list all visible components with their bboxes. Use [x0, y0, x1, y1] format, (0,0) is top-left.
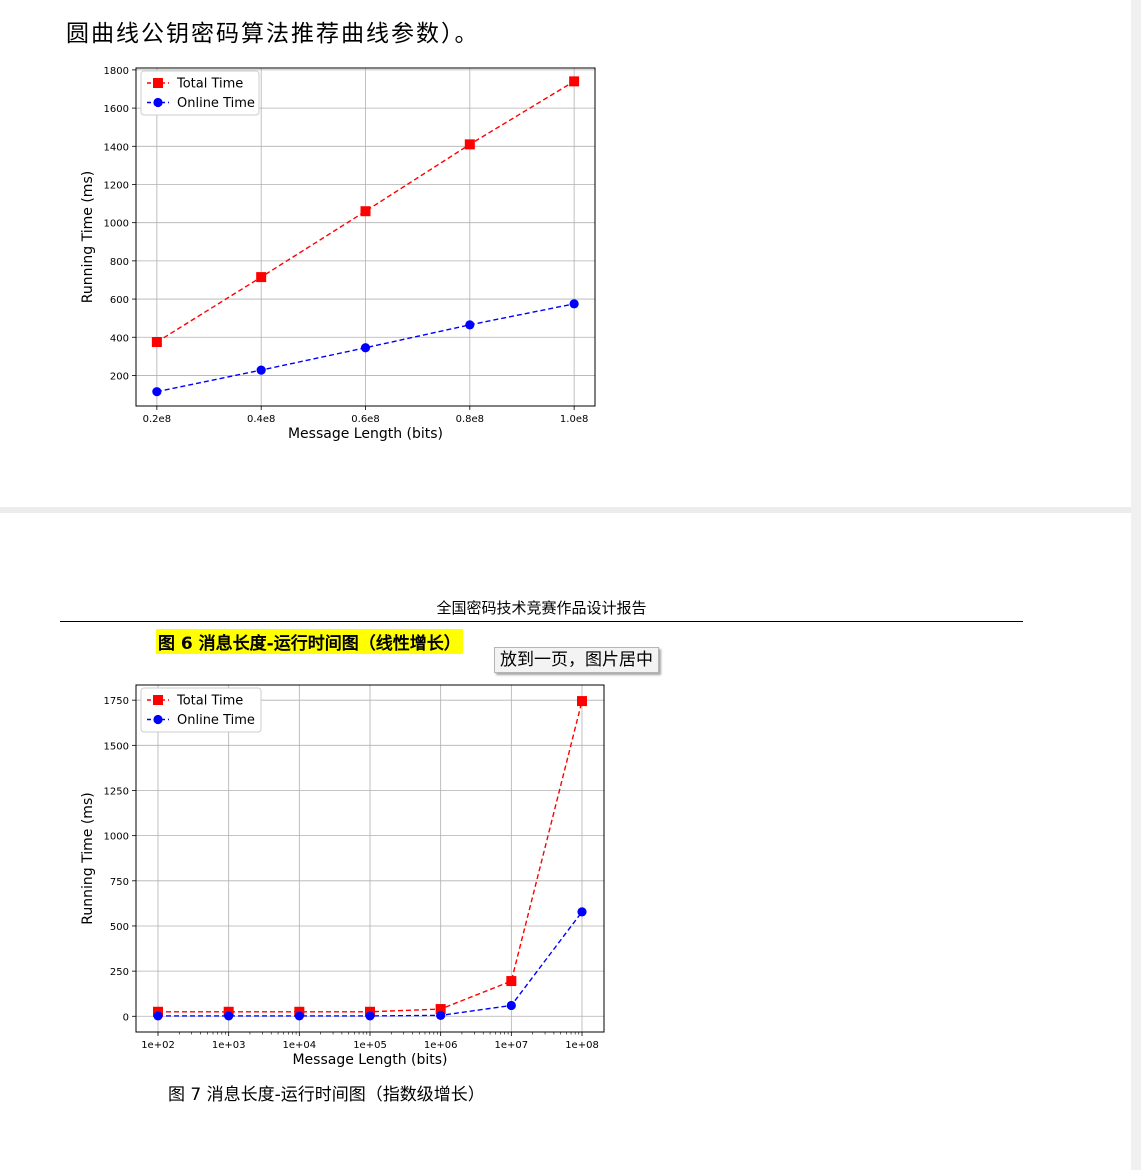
legend-marker [153, 695, 163, 705]
marker-total-time [435, 1004, 446, 1015]
y-tick-label: 1600 [104, 104, 129, 115]
x-tick-label: 1e+07 [495, 1040, 529, 1051]
page-break [0, 507, 1131, 513]
y-tick-label: 250 [110, 967, 129, 978]
x-tick-label: 0.2e8 [143, 414, 171, 425]
y-tick-label: 1500 [104, 741, 129, 752]
y-axis-label: Running Time (ms) [80, 171, 96, 303]
marker-total-time [506, 976, 517, 987]
x-axis-label: Message Length (bits) [292, 1052, 447, 1068]
marker-online-time [224, 1011, 234, 1021]
x-axis-label: Message Length (bits) [288, 426, 443, 442]
page1-text-line: 圆曲线公钥密码算法推荐曲线参数）。 [66, 21, 480, 47]
x-tick-label: 1e+05 [353, 1040, 387, 1051]
legend-label: Total Time [176, 694, 243, 709]
marker-total-time [569, 76, 580, 87]
marker-online-time [256, 365, 266, 375]
y-tick-label: 500 [110, 922, 129, 933]
x-tick-label: 0.8e8 [456, 414, 484, 425]
marker-online-time [365, 1011, 375, 1021]
y-tick-label: 1400 [104, 142, 129, 153]
x-tick-label: 1e+08 [565, 1040, 599, 1051]
marker-online-time [436, 1010, 446, 1020]
legend-label: Total Time [176, 77, 243, 92]
legend-marker [153, 97, 163, 108]
scrollbar[interactable] [1131, 0, 1141, 1170]
marker-online-time [152, 387, 162, 397]
y-tick-label: 800 [110, 257, 129, 268]
header-rule [60, 621, 1023, 622]
marker-total-time [577, 696, 587, 707]
x-tick-label: 0.4e8 [247, 414, 275, 425]
marker-total-time [464, 139, 475, 150]
x-tick-label: 1e+06 [424, 1040, 458, 1051]
marker-online-time [506, 1000, 516, 1011]
marker-online-time [569, 299, 579, 309]
y-axis-label: Running Time (ms) [80, 792, 96, 924]
y-tick-label: 1200 [104, 180, 129, 191]
figure6-caption[interactable]: 图 6 消息长度-运行时间图（线性增长） [156, 629, 463, 654]
marker-online-time [360, 343, 371, 353]
legend-marker [153, 78, 163, 88]
y-tick-label: 1750 [104, 696, 129, 707]
comment-tooltip: 放到一页，图片居中 [494, 647, 659, 673]
marker-online-time [577, 907, 587, 917]
marker-total-time [151, 337, 162, 348]
legend-label: Online Time [177, 713, 255, 728]
x-tick-label: 1e+03 [212, 1040, 246, 1051]
y-tick-label: 1250 [104, 786, 129, 797]
page-header: 全国密码技术竞赛作品设计报告 [436, 599, 647, 617]
y-tick-label: 200 [110, 371, 129, 382]
marker-online-time [153, 1011, 163, 1021]
y-tick-label: 1000 [104, 219, 129, 230]
y-tick-label: 1800 [104, 66, 129, 77]
marker-online-time [294, 1011, 304, 1021]
x-tick-label: 0.6e8 [351, 414, 379, 425]
y-tick-label: 600 [110, 295, 129, 306]
x-tick-label: 1e+04 [283, 1040, 317, 1051]
marker-total-time [256, 272, 267, 283]
series-line-total-time [156, 80, 575, 343]
chart-exponential-growth: 1e+02 1e+03 1e+04 1e+05 1e+06 1e+07 1e+08 0 250 5… [80, 684, 605, 1068]
series-line-online-time [156, 303, 575, 393]
marker-total-time [360, 206, 371, 217]
legend-marker [153, 714, 163, 725]
figure7-caption: 图 7 消息长度-运行时间图（指数级增长） [168, 1085, 485, 1105]
y-tick-label: 750 [110, 877, 129, 888]
legend-box [140, 687, 262, 733]
y-tick-label: 0 [123, 1012, 129, 1023]
marker-online-time [465, 320, 475, 330]
chart-linear-growth: 0.2e8 0.4e8 0.6e8 0.8e8 1.0e8 200 400 600 800 100… [80, 66, 596, 442]
legend-label: Online Time [177, 96, 255, 111]
y-tick-label: 400 [110, 333, 129, 344]
x-tick-label: 1.0e8 [560, 414, 588, 425]
legend-box [140, 70, 260, 116]
x-tick-label: 1e+02 [141, 1040, 175, 1051]
y-tick-label: 1000 [104, 832, 129, 843]
